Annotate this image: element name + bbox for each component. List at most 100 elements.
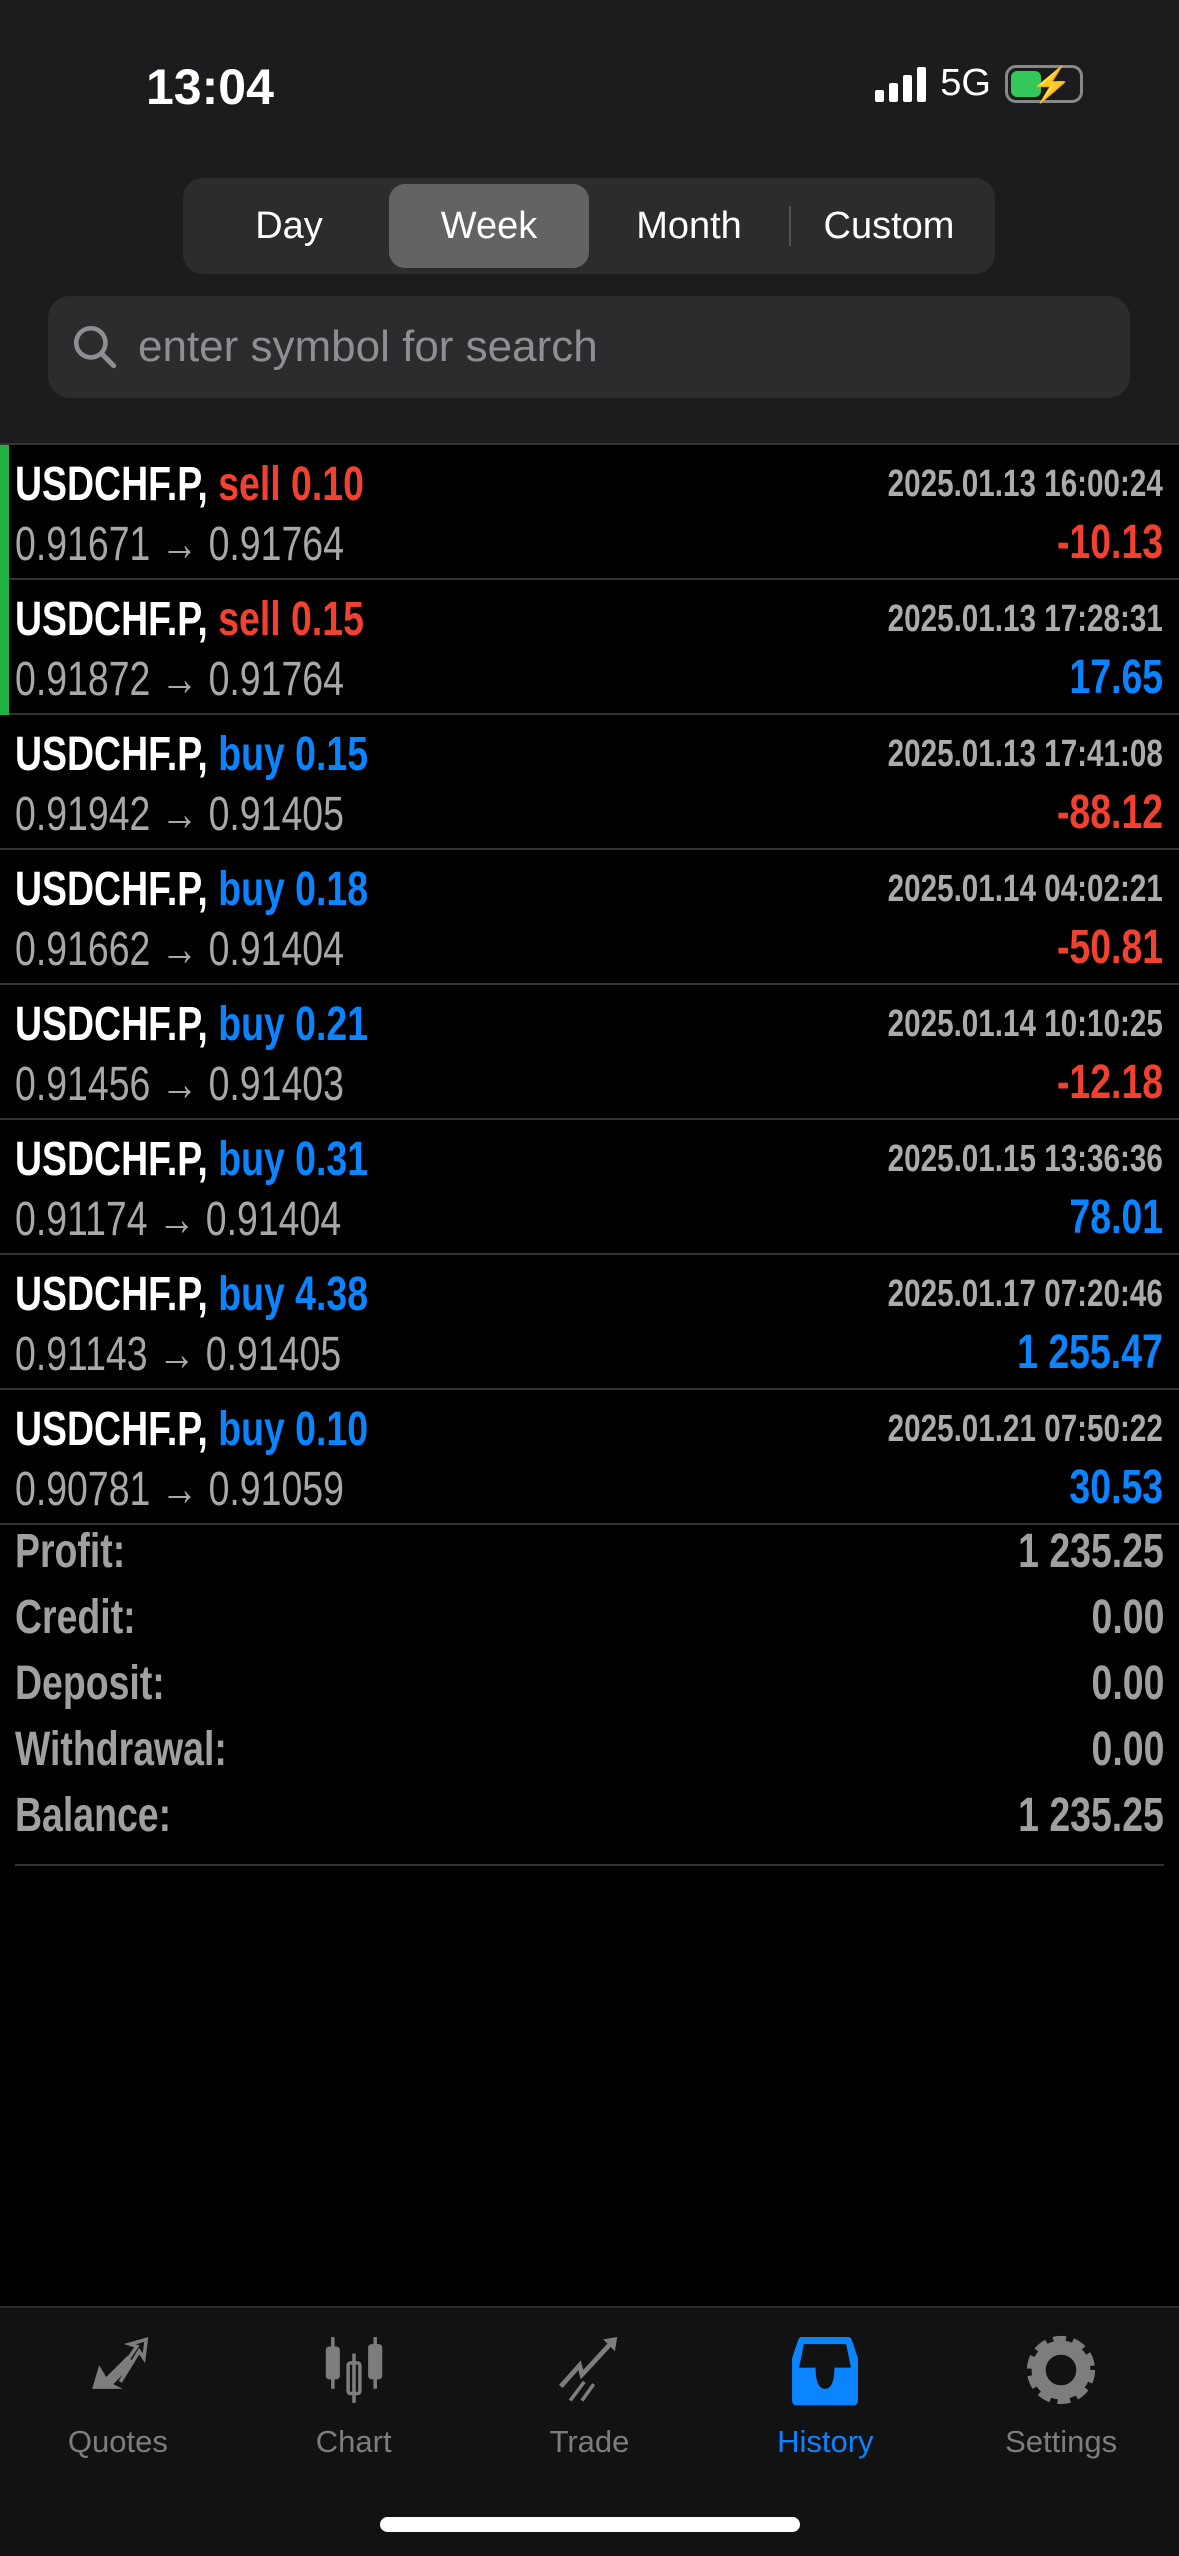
deal-symbol: USDCHF.P, [15, 863, 208, 916]
summary-withdrawal: Withdrawal: 0.00 [15, 1718, 1164, 1784]
deal-prices: 0.91143 → 0.91405 [15, 1328, 342, 1381]
deal-profit: 17.65 [1069, 651, 1163, 704]
deal-side: buy 0.10 [218, 1403, 369, 1456]
header-area: 13:04 5G ⚡ Day Week Month Custom [0, 0, 1179, 443]
deal-prices: 0.91174 → 0.91404 [15, 1193, 342, 1246]
deal-row[interactable]: USDCHF.P, buy 0.21 0.91456 → 0.91403 202… [0, 985, 1179, 1120]
deal-prices: 0.91671 → 0.91764 [15, 518, 344, 571]
period-selector: Day Week Month Custom [183, 178, 995, 274]
deal-title: USDCHF.P, buy 0.21 [15, 997, 368, 1052]
deal-symbol: USDCHF.P, [15, 998, 208, 1051]
summary-value: 0.00 [1091, 1591, 1164, 1644]
tab-label: Month [636, 204, 742, 247]
summary-balance: Balance: 1 235.25 [15, 1784, 1164, 1850]
summary-profit: Profit: 1 235.25 [15, 1520, 1164, 1586]
deal-title: USDCHF.P, sell 0.10 [15, 457, 364, 512]
candlestick-icon [325, 2337, 382, 2403]
tab-history[interactable]: History [707, 2308, 943, 2556]
tab-week[interactable]: Week [389, 184, 589, 268]
inbox-tray-icon [792, 2337, 859, 2406]
home-indicator [380, 2517, 800, 2532]
deal-title: USDCHF.P, buy 0.15 [15, 727, 368, 782]
tab-label: Quotes [67, 2424, 168, 2459]
deal-side: buy 0.15 [218, 728, 369, 781]
deal-time: 2025.01.21 07:50:22 [887, 1408, 1163, 1450]
summary-label: Withdrawal: [15, 1723, 227, 1776]
deal-symbol: USDCHF.P, [15, 1403, 208, 1456]
deal-prices: 0.91662 → 0.91404 [15, 923, 344, 976]
network-type: 5G [940, 62, 991, 104]
status-time: 13:04 [146, 59, 274, 115]
deal-profit: -88.12 [1056, 786, 1163, 839]
deal-time: 2025.01.13 17:41:08 [887, 733, 1163, 775]
deal-side: sell 0.15 [218, 593, 364, 646]
tab-quotes[interactable]: Quotes [0, 2308, 236, 2556]
deal-side: buy 0.18 [218, 863, 369, 916]
deal-title: USDCHF.P, buy 0.10 [15, 1402, 368, 1457]
deal-symbol: USDCHF.P, [15, 458, 208, 511]
tab-label: Custom [823, 204, 955, 247]
deal-side: sell 0.10 [218, 458, 364, 511]
deal-time: 2025.01.15 13:36:36 [887, 1138, 1163, 1180]
deal-symbol: USDCHF.P, [15, 728, 208, 781]
summary-label: Balance: [15, 1789, 172, 1842]
deal-row[interactable]: USDCHF.P, buy 0.10 0.90781 → 0.91059 202… [0, 1390, 1179, 1525]
deal-time: 2025.01.14 10:10:25 [887, 1003, 1163, 1045]
summary-label: Profit: [15, 1525, 126, 1578]
tab-label: Chart [315, 2424, 392, 2459]
summary-value: 0.00 [1091, 1723, 1164, 1776]
summary-credit: Credit: 0.00 [15, 1586, 1164, 1652]
deal-side: buy 0.21 [218, 998, 369, 1051]
quotes-arrows-icon [92, 2336, 149, 2389]
tab-month[interactable]: Month [589, 184, 789, 268]
tab-custom[interactable]: Custom [789, 184, 989, 268]
summary-value: 0.00 [1091, 1657, 1164, 1710]
deal-title: USDCHF.P, buy 0.31 [15, 1132, 368, 1187]
status-icons: 5G ⚡ [875, 62, 1083, 105]
tab-label: Day [255, 204, 323, 247]
tab-settings[interactable]: Settings [943, 2308, 1179, 2556]
deal-row[interactable]: USDCHF.P, buy 0.18 0.91662 → 0.91404 202… [0, 850, 1179, 985]
summary-value: 1 235.25 [1018, 1789, 1164, 1842]
summary: Profit: 1 235.25 Credit: 0.00 Deposit: 0.00 Wi… [15, 1520, 1164, 1866]
deal-row[interactable]: USDCHF.P, sell 0.10 0.91671 → 0.91764 20… [0, 445, 1179, 580]
tab-trade[interactable]: Trade [472, 2308, 708, 2556]
search-bar[interactable] [48, 296, 1130, 398]
deal-row[interactable]: USDCHF.P, buy 0.15 0.91942 → 0.91405 202… [0, 715, 1179, 850]
deal-row[interactable]: USDCHF.P, sell 0.15 0.91872 → 0.91764 20… [0, 580, 1179, 715]
deal-prices: 0.91456 → 0.91403 [15, 1058, 344, 1111]
summary-label: Deposit: [15, 1657, 165, 1710]
deal-prices: 0.90781 → 0.91059 [15, 1463, 344, 1516]
deal-symbol: USDCHF.P, [15, 1133, 208, 1186]
deal-profit: -50.81 [1056, 921, 1163, 974]
tab-label: Trade [549, 2424, 630, 2459]
battery-icon: ⚡ [1005, 64, 1083, 104]
deal-profit: -12.18 [1056, 1056, 1163, 1109]
deal-side: buy 4.38 [218, 1268, 369, 1321]
gear-icon [1026, 2335, 1096, 2405]
deal-time: 2025.01.14 04:02:21 [887, 868, 1163, 910]
tab-day[interactable]: Day [189, 184, 389, 268]
deal-title: USDCHF.P, buy 4.38 [15, 1267, 368, 1322]
deal-time: 2025.01.13 17:28:31 [887, 598, 1163, 640]
tab-chart[interactable]: Chart [236, 2308, 472, 2556]
tab-label: History [777, 2424, 874, 2459]
tab-label: Week [440, 204, 538, 247]
search-input[interactable] [138, 322, 1038, 372]
deal-symbol: USDCHF.P, [15, 593, 208, 646]
summary-value: 1 235.25 [1018, 1525, 1164, 1578]
deal-side: buy 0.31 [218, 1133, 369, 1186]
deal-profit: 78.01 [1069, 1191, 1163, 1244]
deal-prices: 0.91872 → 0.91764 [15, 653, 344, 706]
deal-profit: 1 255.47 [1017, 1326, 1163, 1379]
deal-time: 2025.01.13 16:00:24 [887, 463, 1163, 505]
deal-row[interactable]: USDCHF.P, buy 0.31 0.91174 → 0.91404 202… [0, 1120, 1179, 1255]
trend-arrow-icon [559, 2337, 618, 2402]
deal-prices: 0.91942 → 0.91405 [15, 788, 344, 841]
summary-deposit: Deposit: 0.00 [15, 1652, 1164, 1718]
deal-time: 2025.01.17 07:20:46 [887, 1273, 1163, 1315]
deal-profit: -10.13 [1056, 516, 1163, 569]
deals-list: USDCHF.P, sell 0.10 0.91671 → 0.91764 20… [0, 443, 1179, 1525]
tab-bar: Quotes Chart Trade History Settings [0, 2306, 1179, 2556]
deal-row[interactable]: USDCHF.P, buy 4.38 0.91143 → 0.91405 202… [0, 1255, 1179, 1390]
